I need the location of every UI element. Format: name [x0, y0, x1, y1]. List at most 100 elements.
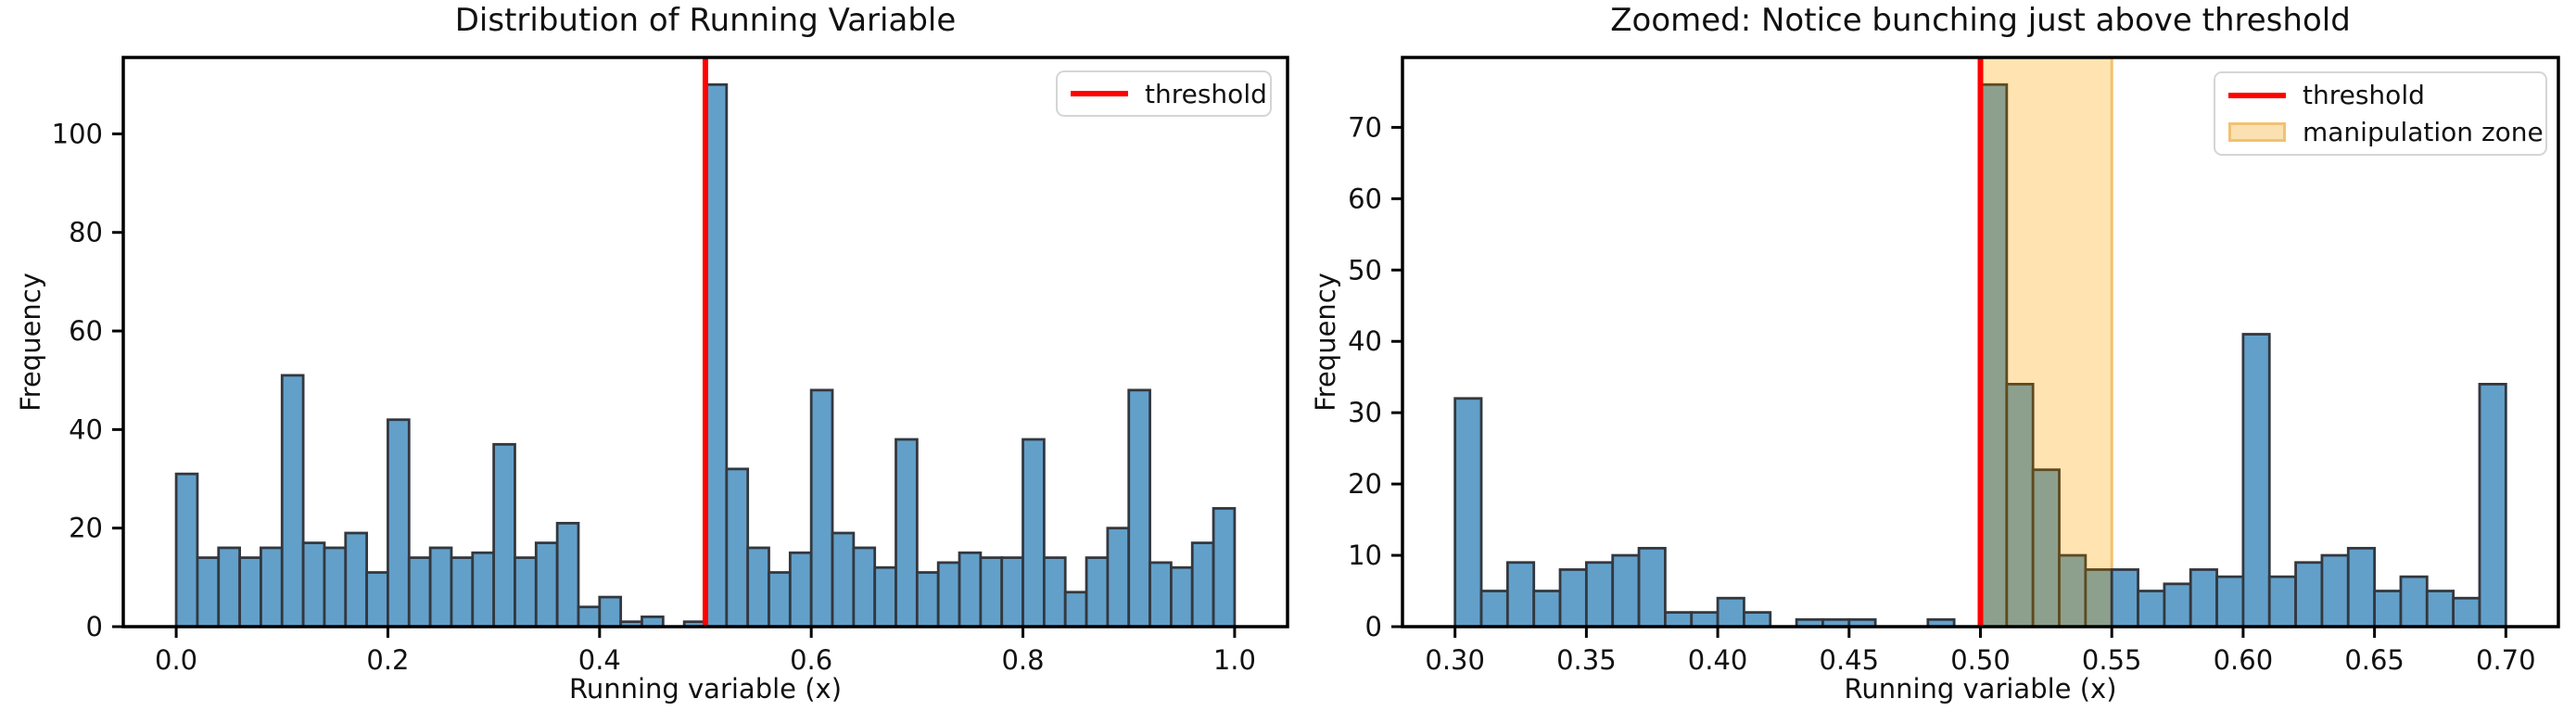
- left-x-axis-label: Running variable (x): [568, 673, 843, 705]
- histogram-bar: [344, 531, 369, 629]
- x-tick-label: 0.0: [155, 644, 197, 676]
- histogram-bar: [915, 571, 940, 629]
- histogram-bar: [1042, 556, 1067, 629]
- y-tick-label: 0: [86, 611, 103, 642]
- histogram-bar: [1063, 591, 1088, 629]
- histogram-bar: [471, 551, 496, 629]
- histogram-bar: [852, 546, 877, 629]
- histogram-bar: [1584, 561, 1615, 629]
- left-y-axis-label: Frequency: [15, 273, 46, 412]
- right-x-axis-label: Running variable (x): [1844, 673, 2117, 705]
- histogram-bar: [2215, 575, 2245, 629]
- legend-entry-manipulation-zone: manipulation zone: [2228, 117, 2544, 147]
- y-tick-label: 80: [69, 217, 103, 248]
- manipulation-zone-swatch: [2228, 122, 2286, 142]
- legend-label-threshold: threshold: [2303, 80, 2425, 110]
- histogram-bar: [1979, 83, 2009, 629]
- x-tick-label: 0.50: [1950, 644, 2011, 676]
- threshold-line-swatch: [1071, 91, 1128, 96]
- histogram-bar: [2137, 590, 2166, 629]
- histogram-bar: [1212, 507, 1237, 629]
- histogram-bar: [196, 556, 221, 629]
- histogram-bar: [555, 521, 580, 629]
- histogram-bar: [1085, 556, 1110, 629]
- histogram-bar: [1479, 590, 1509, 629]
- histogram-bar: [1000, 556, 1024, 629]
- x-tick-label: 0.60: [2214, 644, 2274, 676]
- x-tick-label: 0.6: [790, 644, 832, 676]
- histogram-bar: [2373, 590, 2403, 629]
- histogram-bar: [1453, 397, 1483, 629]
- y-tick-label: 60: [1348, 183, 1382, 214]
- y-tick-label: 40: [1348, 325, 1382, 357]
- y-tick-label: 20: [1348, 468, 1382, 500]
- histogram-bar: [1558, 568, 1588, 629]
- histogram-bar: [1190, 541, 1215, 629]
- histogram-bar: [1664, 611, 1694, 629]
- histogram-bar: [1743, 611, 1772, 629]
- histogram-bar: [323, 546, 348, 629]
- histogram-bar: [1637, 546, 1667, 629]
- histogram-bar: [598, 595, 623, 629]
- x-tick-label: 0.45: [1820, 644, 1880, 676]
- right-y-axis-label: Frequency: [1310, 273, 1341, 412]
- histogram-bar: [1532, 590, 1562, 629]
- histogram-bar: [2031, 468, 2061, 629]
- histogram-bar: [1611, 553, 1641, 629]
- histogram-bar: [873, 565, 897, 629]
- histogram-bar: [365, 571, 389, 629]
- histogram-bar: [704, 83, 729, 629]
- right-chart-title: Zoomed: Notice bunching just above thres…: [1610, 2, 2351, 39]
- y-tick-label: 100: [52, 118, 103, 149]
- histogram-bar: [428, 546, 453, 629]
- x-tick-label: 0.70: [2476, 644, 2536, 676]
- histogram-bar: [1505, 561, 1536, 629]
- y-tick-label: 10: [1348, 540, 1382, 571]
- threshold-line-swatch: [2228, 92, 2286, 98]
- x-tick-label: 0.40: [1688, 644, 1748, 676]
- histogram-bar: [217, 546, 242, 629]
- histogram-bar: [2346, 546, 2377, 629]
- histogram-bar: [831, 531, 856, 629]
- x-tick-label: 1.0: [1213, 644, 1256, 676]
- histogram-bar: [936, 561, 961, 629]
- histogram-bar: [450, 556, 475, 629]
- y-tick-label: 50: [1348, 254, 1382, 286]
- histogram-bar: [788, 551, 813, 629]
- histogram-bar: [958, 551, 983, 629]
- histogram-bar: [2452, 596, 2481, 629]
- histogram-bar: [514, 556, 538, 629]
- histogram-bar: [260, 546, 284, 629]
- histogram-bar: [407, 556, 432, 629]
- histogram-bar: [2241, 333, 2271, 629]
- x-tick-label: 0.65: [2344, 644, 2405, 676]
- histogram-bar: [387, 418, 411, 629]
- histogram-bar: [809, 388, 834, 629]
- histogram-bar: [2294, 561, 2324, 629]
- histogram-bar: [2425, 590, 2455, 629]
- legend-entry-threshold: threshold: [2228, 80, 2532, 110]
- histogram-bar: [577, 605, 602, 629]
- x-tick-label: 0.35: [1556, 644, 1617, 676]
- right-chart-legend: threshold manipulation zone: [2214, 71, 2547, 156]
- histogram-bar: [301, 541, 326, 629]
- histogram-bar: [2399, 575, 2429, 629]
- x-tick-label: 0.30: [1425, 644, 1485, 676]
- left-chart-legend: threshold: [1056, 70, 1272, 117]
- histogram-bar: [2084, 568, 2113, 629]
- y-tick-label: 30: [1348, 397, 1382, 428]
- histogram-bar: [1022, 438, 1046, 629]
- histogram-bar: [238, 556, 262, 629]
- y-tick-label: 0: [1365, 611, 1382, 642]
- histogram-bar: [2110, 568, 2139, 629]
- histogram-bar: [2320, 553, 2350, 629]
- histogram-bar: [2478, 382, 2507, 629]
- histogram-bar: [280, 374, 305, 629]
- left-chart-title: Distribution of Running Variable: [454, 2, 957, 39]
- y-tick-label: 70: [1348, 111, 1382, 143]
- histogram-bar: [534, 541, 559, 629]
- legend-entry-threshold: threshold: [1071, 79, 1267, 109]
- legend-label-threshold: threshold: [1145, 78, 1267, 109]
- histogram-bar: [2058, 553, 2087, 629]
